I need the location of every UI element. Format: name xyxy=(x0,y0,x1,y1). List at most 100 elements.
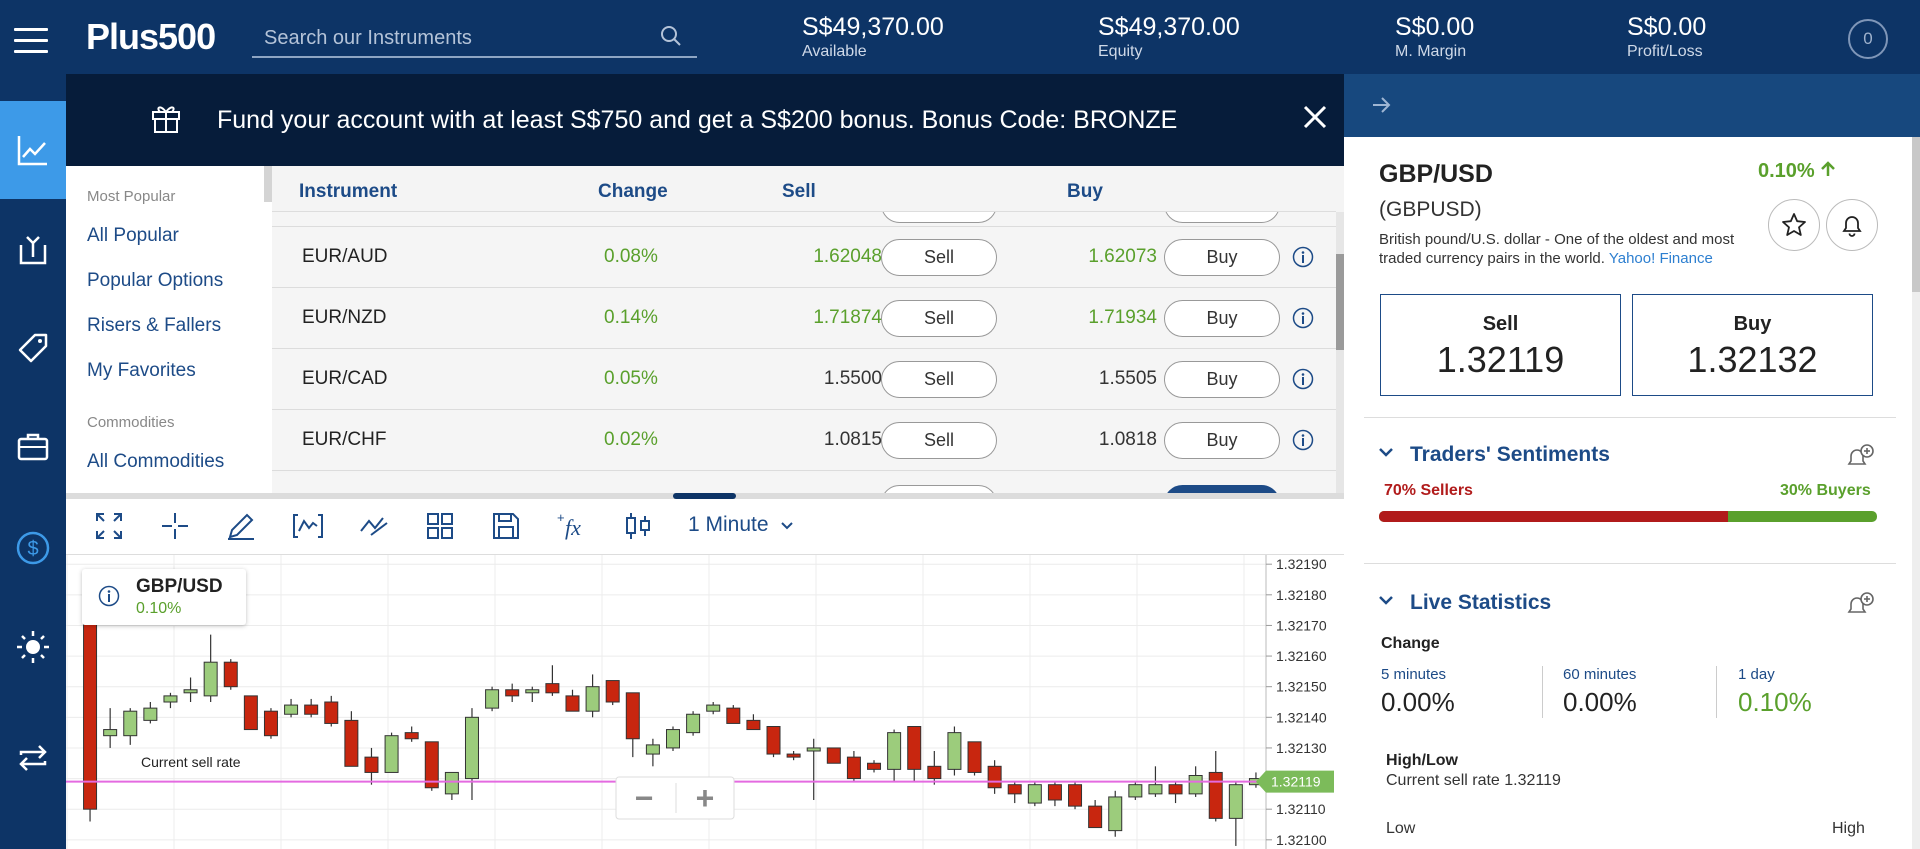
column-buy[interactable]: Buy xyxy=(1067,181,1103,202)
detail-buy-button[interactable]: Buy 1.32132 xyxy=(1632,294,1873,396)
sentiments-title[interactable]: Traders' Sentiments xyxy=(1410,443,1610,466)
close-icon[interactable] xyxy=(1302,104,1328,130)
row-sell-button[interactable]: Sell xyxy=(881,300,997,337)
grid-layout-icon[interactable] xyxy=(425,511,455,541)
table-row-partial xyxy=(272,473,1336,493)
row-change: 0.02% xyxy=(604,429,658,450)
zoom-out-button[interactable]: − xyxy=(635,780,654,816)
sidebar-switch-button[interactable] xyxy=(0,709,66,807)
row-sell-button[interactable]: Sell xyxy=(881,422,997,459)
candle-body xyxy=(525,689,540,694)
chevron-down-icon[interactable] xyxy=(1378,447,1394,459)
bell-plus-icon[interactable] xyxy=(1846,442,1876,470)
current-price-marker xyxy=(1256,770,1334,793)
sidebar-closed-positions-button[interactable] xyxy=(0,397,66,495)
row-sell-button[interactable]: Sell xyxy=(881,361,997,398)
alert-button[interactable] xyxy=(1826,199,1878,251)
table-row-partial xyxy=(272,212,1336,227)
row-buy-button[interactable]: Buy xyxy=(1164,239,1280,276)
candle-body xyxy=(846,756,861,780)
candle-body xyxy=(786,753,801,758)
svg-text:fx: fx xyxy=(565,515,581,540)
info-icon[interactable] xyxy=(1292,368,1314,390)
candlestick-chart[interactable]: 1.32190 1.32180 1.32170 1.32160 1.32150 1.321… xyxy=(66,555,1344,849)
timeframe-select[interactable]: 1 Minute xyxy=(688,513,794,537)
detail-scrollbar[interactable] xyxy=(1912,137,1920,849)
table-row[interactable]: EUR/CHF 0.02% 1.0815 Sell 1.0818 Buy xyxy=(272,410,1336,471)
column-instrument[interactable]: Instrument xyxy=(299,181,398,202)
category-scrollbar[interactable] xyxy=(264,166,272,202)
table-row[interactable]: EUR/NZD 0.14% 1.71874 Sell 1.71934 Buy xyxy=(272,288,1336,349)
bell-plus-icon[interactable] xyxy=(1846,590,1876,618)
table-row[interactable]: EUR/CAD 0.05% 1.5500 Sell 1.5505 Buy xyxy=(272,349,1336,410)
candle-body xyxy=(1188,775,1203,795)
info-icon[interactable] xyxy=(1292,429,1314,451)
fullscreen-icon[interactable] xyxy=(94,511,124,541)
candle-body xyxy=(284,704,299,715)
detail-buy-price: 1.32132 xyxy=(1687,339,1818,380)
candles-icon[interactable] xyxy=(622,511,654,541)
live-statistics-title[interactable]: Live Statistics xyxy=(1410,591,1552,614)
current-price-value: 1.32119 xyxy=(1271,774,1321,790)
row-instrument: EUR/AUD xyxy=(302,246,388,267)
sidebar-theme-button[interactable] xyxy=(0,598,66,696)
category-risers-fallers[interactable]: Risers & Fallers xyxy=(87,315,222,336)
chevron-down-icon[interactable] xyxy=(1378,595,1394,607)
column-change[interactable]: Change xyxy=(598,181,668,202)
zoom-in-button[interactable]: + xyxy=(696,780,715,816)
gift-icon xyxy=(152,106,180,133)
margin-stat: S$0.00 M. Margin xyxy=(1395,12,1474,62)
tag-icon xyxy=(18,333,48,363)
row-buy-button[interactable]: Buy xyxy=(1164,300,1280,337)
crosshair-icon[interactable] xyxy=(160,511,190,541)
category-heading-commodities: Commodities xyxy=(87,414,175,431)
info-icon[interactable] xyxy=(1292,307,1314,329)
search-box xyxy=(252,18,697,58)
row-buy-button[interactable]: Buy xyxy=(1164,361,1280,398)
pencil-icon[interactable] xyxy=(226,511,256,541)
y-tick-label: 1.32110 xyxy=(1276,801,1326,817)
y-tick-label: 1.32190 xyxy=(1276,556,1327,572)
detail-description-text: British pound/U.S. dollar - One of the o… xyxy=(1379,231,1735,267)
sidebar-trade-button[interactable] xyxy=(0,101,66,199)
sidebar-funds-button[interactable]: $ xyxy=(0,499,66,597)
detail-sell-button[interactable]: Sell 1.32119 xyxy=(1380,294,1621,396)
detail-sell-price: 1.32119 xyxy=(1436,339,1565,380)
logo[interactable]: Plus500 xyxy=(86,16,216,57)
category-all-commodities[interactable]: All Commodities xyxy=(87,451,225,472)
candle-body xyxy=(686,713,701,734)
y-tick-label: 1.32180 xyxy=(1276,587,1327,603)
stat-value-60min: 0.00% xyxy=(1563,687,1637,717)
arrow-right-icon[interactable] xyxy=(1370,94,1392,116)
panel-resize-handle[interactable] xyxy=(66,493,1344,499)
category-my-favorites[interactable]: My Favorites xyxy=(87,360,196,381)
candle-body xyxy=(163,695,178,703)
menu-icon[interactable] xyxy=(14,26,50,54)
info-icon[interactable] xyxy=(1292,246,1314,268)
column-sell[interactable]: Sell xyxy=(782,181,816,202)
category-all-popular[interactable]: All Popular xyxy=(87,225,179,246)
category-popular-options[interactable]: Popular Options xyxy=(87,270,224,291)
yahoo-finance-link[interactable]: Yahoo! Finance xyxy=(1608,250,1713,267)
search-input[interactable] xyxy=(264,24,644,52)
account-badge[interactable]: 0 xyxy=(1848,19,1888,59)
price-chart[interactable]: 1.32190 1.32180 1.32170 1.32160 1.32150 1.321… xyxy=(66,555,1344,849)
row-buy-button[interactable]: Buy xyxy=(1164,422,1280,459)
sidebar-orders-button[interactable] xyxy=(0,299,66,397)
search-icon[interactable] xyxy=(659,24,683,48)
available-value: S$49,370.00 xyxy=(802,13,944,41)
row-buy-price: 1.5505 xyxy=(1098,368,1157,389)
info-icon[interactable] xyxy=(98,585,120,607)
table-row[interactable]: EUR/AUD 0.08% 1.62048 Sell 1.62073 Buy xyxy=(272,227,1336,288)
candle-body xyxy=(1128,784,1143,798)
favorite-button[interactable] xyxy=(1768,199,1820,251)
trend-line-icon[interactable] xyxy=(359,511,389,541)
indicator-frame-icon[interactable] xyxy=(292,511,324,541)
save-icon[interactable] xyxy=(491,511,521,541)
briefcase-icon xyxy=(17,433,49,461)
function-icon[interactable]: fx+ xyxy=(556,511,590,541)
table-scrollbar[interactable] xyxy=(1336,212,1344,493)
row-sell-button[interactable]: Sell xyxy=(881,239,997,276)
sidebar-positions-button[interactable] xyxy=(0,201,66,299)
row-change: 0.05% xyxy=(604,368,658,389)
